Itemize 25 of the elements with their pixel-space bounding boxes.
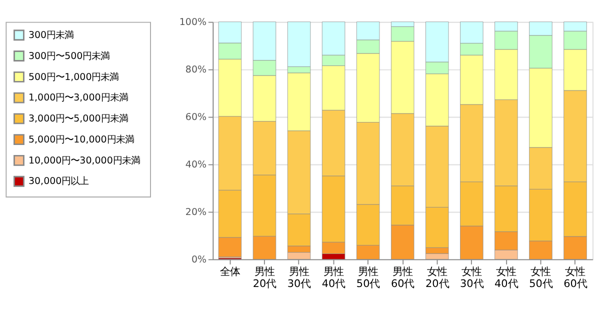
legend-label: 500円〜1,000円未満 xyxy=(28,72,119,83)
x-tick-label: 男性 50代 xyxy=(356,266,380,290)
y-tick-label: 0% xyxy=(191,254,207,266)
legend-label: 10,000円〜30,000円未満 xyxy=(28,155,140,166)
legend-label: 3,000円〜5,000円未満 xyxy=(28,114,128,125)
x-tick-label: 男性 30代 xyxy=(287,266,311,290)
x-tick-label: 男性 20代 xyxy=(252,266,276,290)
x-tick-label: 女性 20代 xyxy=(425,266,449,290)
y-tick-label: 20% xyxy=(185,207,207,218)
x-tick-label: 男性 40代 xyxy=(322,266,346,290)
x-tick-label: 女性 30代 xyxy=(460,266,484,290)
x-tick-label: 女性 40代 xyxy=(494,266,518,290)
x-tick-label: 女性 60代 xyxy=(564,266,587,290)
x-tick-label: 全体 xyxy=(220,266,240,278)
y-tick-label: 60% xyxy=(185,112,207,124)
y-tick-label: 100% xyxy=(179,17,207,28)
x-tick-label: 男性 60代 xyxy=(390,266,414,290)
y-tick-label: 40% xyxy=(185,160,207,171)
legend-label: 300円未満 xyxy=(28,30,74,41)
x-tick-label: 女性 50代 xyxy=(529,266,552,290)
legend-label: 5,000円〜10,000円未満 xyxy=(28,134,134,146)
y-tick-label: 80% xyxy=(185,64,207,76)
legend-label: 300円〜500円未満 xyxy=(28,50,110,62)
legend-label: 30,000円以上 xyxy=(28,176,89,188)
legend-label: 1,000円〜3,000円未満 xyxy=(28,92,128,104)
